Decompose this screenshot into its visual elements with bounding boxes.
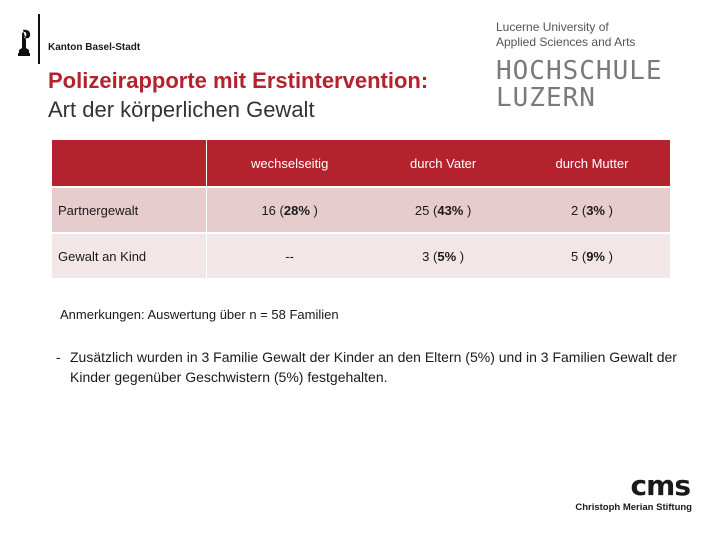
cms-logo: cms Christoph Merian Stiftung [562,469,702,514]
column-header: durch Vater [372,140,514,188]
logo-divider [38,14,40,64]
table-cell: 16 (28% ) [207,188,373,234]
table-cell: -- [207,234,373,278]
bullet-dash: - [56,349,61,365]
hslu-subtitle-2: Applied Sciences and Arts [496,35,636,49]
cell-count: 3 [422,248,430,264]
canton-name: Kanton Basel-Stadt [48,42,141,53]
column-header: wechselseitig [207,140,373,188]
title-line-2: Art der körperlichen Gewalt [48,97,315,122]
column-header: durch Mutter [513,140,670,188]
cell-percent: 5% [437,248,457,264]
title-line-1: Polizeirapporte mit Erstintervention: [48,68,429,93]
hslu-word-1: HOCHSCHULE [496,56,663,86]
row-label: Partnergewalt [52,188,207,234]
cell-count: 2 [571,202,579,218]
cell-percent: 43% [437,202,464,218]
header-corner [52,140,207,188]
hslu-logo: Lucerne University of Applied Sciences a… [496,20,706,112]
table-cell: 25 (43% ) [372,188,514,234]
bullet-note: - Zusätzlich wurden in 3 Familie Gewalt … [56,347,696,387]
annotation-note: Anmerkungen: Auswertung über n = 58 Fami… [60,307,339,322]
cell-percent: 9% [586,248,605,264]
table-row: Gewalt an Kind -- 3 (5% ) 5 (9% ) [52,234,670,278]
table-cell: 5 (9% ) [513,234,670,278]
cms-name: Christoph Merian Stiftung [575,502,692,513]
page-title: Polizeirapporte mit Erstintervention: Ar… [48,66,488,124]
basel-crozier-icon [18,29,31,56]
hslu-subtitle-1: Lucerne University of [496,20,609,34]
cell-count: 25 [414,202,430,218]
table-cell: 3 (5% ) [372,234,514,278]
table-header-row: wechselseitig durch Vater durch Mutter [52,140,670,188]
bullet-text: Zusätzlich wurden in 3 Familie Gewalt de… [70,349,677,385]
cell-percent: 3% [586,202,605,218]
cell-count: 5 [571,248,579,264]
cms-wordmark: cms [630,469,691,502]
table-cell: 2 (3% ) [513,188,670,234]
cell-count: 16 [261,202,276,218]
row-label: Gewalt an Kind [52,234,207,278]
violence-type-table: wechselseitig durch Vater durch Mutter P… [52,140,670,278]
cell-percent: 28% [283,202,310,218]
table-row: Partnergewalt 16 (28% ) 25 (43% ) 2 (3% … [52,188,670,234]
hslu-word-2: LUZERN [496,83,596,113]
